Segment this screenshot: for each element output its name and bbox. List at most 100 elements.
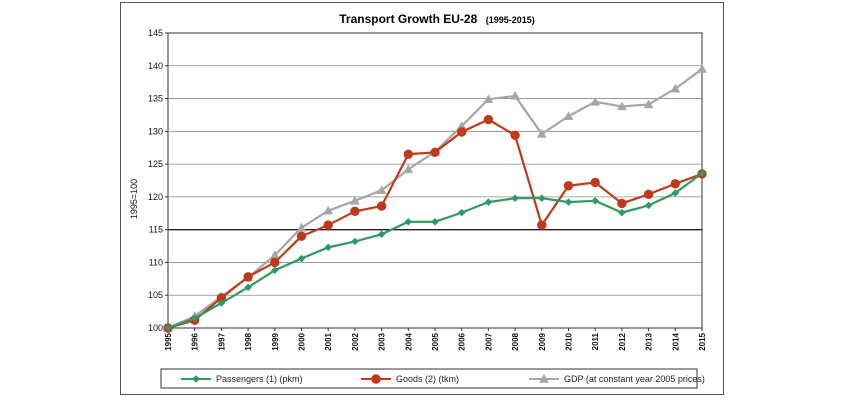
point-gdp-2008 [510,90,521,100]
x-tick-label-2013: 2013 [645,332,654,350]
y-tick-label-135: 135 [148,94,163,104]
series-passengers [164,169,706,332]
point-passengers-1995 [164,324,172,332]
point-passengers-2001 [324,243,333,252]
point-passengers-1999 [270,266,279,275]
y-tick-label-125: 125 [148,159,163,169]
point-gdp-2004 [403,164,414,174]
x-tick-label-2004: 2004 [404,332,413,350]
y-tick-label-100: 100 [148,323,163,333]
plot-area [167,32,703,329]
y-tick-label-120: 120 [148,192,163,202]
axis-layer: 100 105 110 115 120 125 130 135 140 145 1995 1996 19… [148,28,707,351]
point-gdp-2003 [376,185,387,195]
point-goods-2007 [483,114,494,125]
x-tick-label-2001: 2001 [324,332,333,350]
x-tick-label-1996: 1996 [191,332,200,350]
point-gdp-2007 [483,94,494,103]
point-goods-2013 [643,189,654,199]
x-tick-label-1998: 1998 [244,332,253,350]
x-tick-label-2003: 2003 [378,332,387,350]
point-passengers-1998 [244,283,252,292]
x-tick-label-2012: 2012 [618,332,627,350]
point-goods-2009 [537,220,547,230]
y-tick-label-130: 130 [148,126,163,136]
point-goods-2003 [376,201,387,211]
x-tick-label-2007: 2007 [484,332,493,350]
legend-marker-goods [371,374,381,384]
point-passengers-2012 [618,208,626,217]
point-goods-2010 [563,181,574,191]
point-goods-1999 [270,257,280,268]
x-tick-label-2000: 2000 [298,332,307,350]
chart-title-main: Transport Growth EU-28 [339,12,477,26]
point-goods-2000 [296,231,307,241]
point-goods-2012 [617,198,627,209]
point-goods-2002 [350,206,360,217]
x-tick-label-1997: 1997 [217,332,226,350]
point-goods-2006 [457,127,467,137]
legend-label-gdp: GDP (at constant year 2005 prices) [564,374,705,384]
point-goods-2008 [510,130,520,140]
point-passengers-2014 [671,189,680,197]
x-tick-label-2010: 2010 [565,332,574,350]
legend-label-passengers: Passengers (1) (pkm) [216,374,303,384]
point-gdp-2009 [536,128,547,138]
chart-frame: Transport Growth EU-28 (1995-2015) 1995=… [120,2,724,395]
point-gdp-2002 [349,195,360,205]
chart-title-sub: (1995-2015) [486,15,535,25]
series-layer [163,64,707,333]
point-passengers-2006 [457,208,466,217]
point-goods-1998 [243,272,253,282]
x-tick-label-2008: 2008 [511,332,520,350]
y-tick-label-110: 110 [149,257,163,267]
y-tick-label-115: 115 [149,225,163,235]
point-passengers-2011 [591,196,600,205]
point-gdp-2001 [323,205,334,215]
point-gdp-2011 [590,96,601,106]
chart-title: Transport Growth EU-28 (1995-2015) [339,10,535,27]
point-gdp-2010 [563,111,574,121]
y-axis-label: 1995=100 [129,179,139,219]
point-passengers-2015 [698,169,706,178]
point-gdp-2013 [643,99,654,109]
x-tick-label-2014: 2014 [671,332,680,350]
point-gdp-2012 [616,101,627,111]
legend-box [160,368,698,389]
point-gdp-2015 [697,64,707,73]
point-goods-2011 [590,177,600,188]
point-passengers-2005 [431,217,439,226]
point-passengers-2004 [404,217,413,226]
point-passengers-2003 [377,230,386,239]
x-tick-label-2005: 2005 [431,332,440,350]
legend-marker-gdp [539,373,549,383]
x-tick-label-2006: 2006 [458,332,467,350]
point-passengers-2000 [297,254,306,263]
x-tick-label-2011: 2011 [591,332,600,350]
point-goods-2005 [430,147,440,158]
y-tick-label-140: 140 [148,61,163,71]
point-passengers-1997 [217,299,226,307]
y-tick-label-145: 145 [148,28,163,38]
chart-svg: Transport Growth EU-28 (1995-2015) 1995=… [129,10,707,389]
legend: Passengers (1) (pkm) Goods (2) (tkm) GDP (… [160,368,705,389]
point-passengers-2009 [537,194,546,203]
y-tick-label-105: 105 [148,290,163,300]
point-passengers-2010 [564,198,573,206]
point-gdp-2000 [296,222,307,232]
point-passengers-2002 [351,237,359,246]
x-tick-label-2015: 2015 [698,332,707,350]
x-tick-label-1995: 1995 [164,332,173,350]
point-goods-2001 [323,220,333,230]
x-tick-label-1999: 1999 [271,332,280,350]
point-passengers-2013 [644,201,653,210]
x-tick-label-2002: 2002 [351,332,360,350]
legend-marker-passengers [192,375,200,383]
x-tick-label-2009: 2009 [538,332,547,350]
point-goods-2014 [670,179,680,189]
point-passengers-2007 [484,198,493,206]
series-goods [163,114,707,333]
point-passengers-1996 [190,314,199,323]
point-passengers-2008 [511,194,519,203]
legend-label-goods: Goods (2) (tkm) [396,374,459,384]
